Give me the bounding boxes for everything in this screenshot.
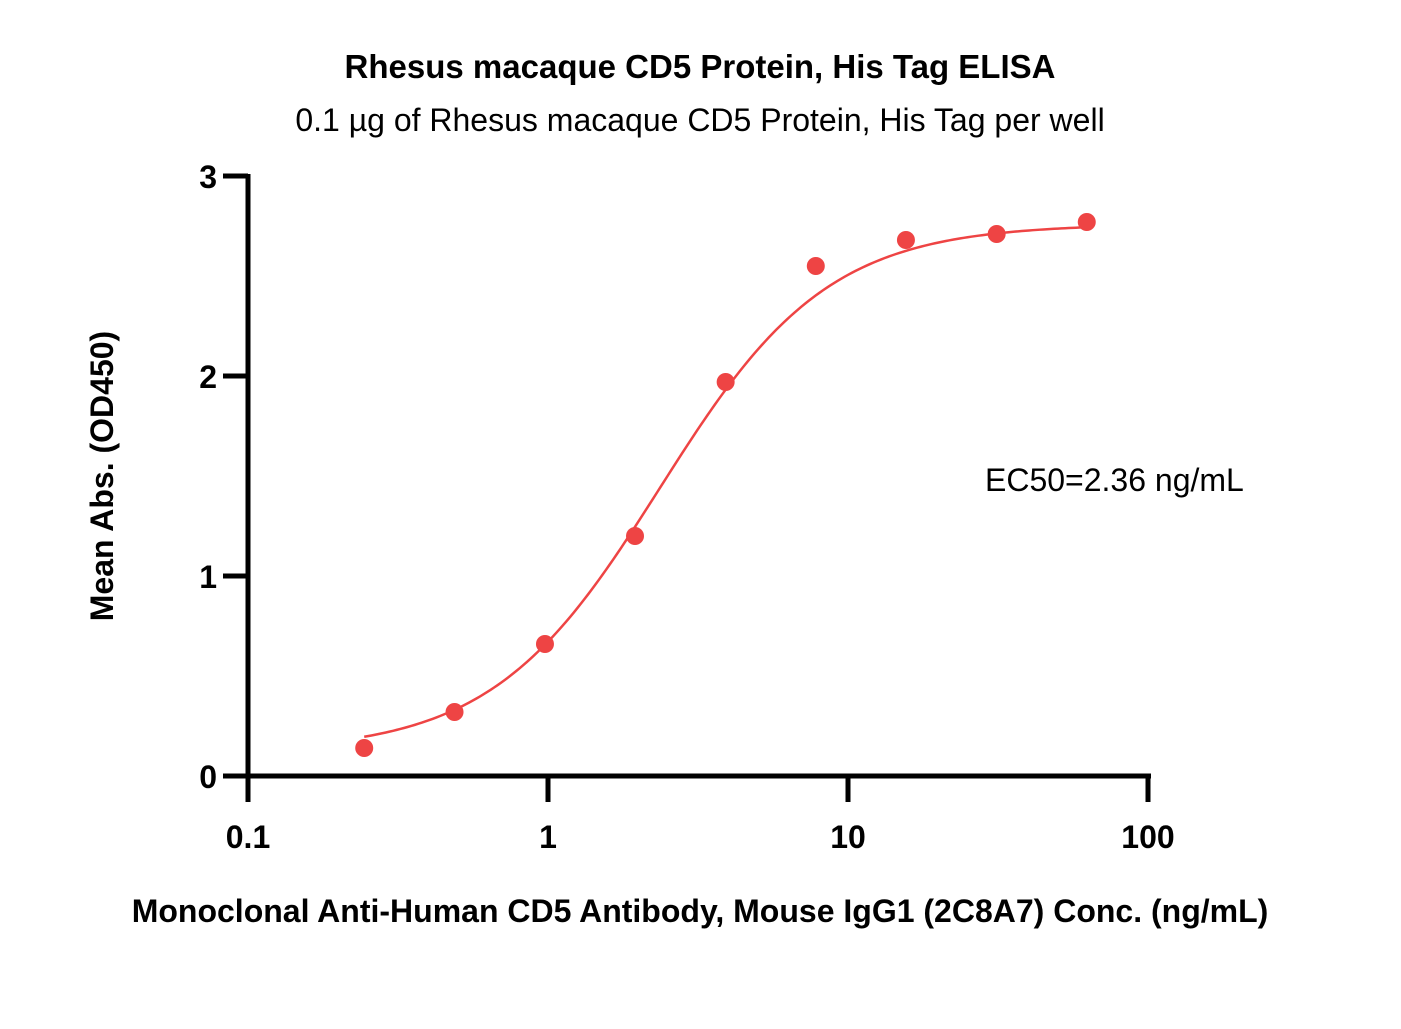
x-axis-ticks: 0.1 1 10 100: [226, 776, 1175, 855]
x-axis-label: Monoclonal Anti-Human CD5 Antibody, Mous…: [132, 893, 1269, 929]
fit-curve: [363, 226, 1087, 739]
data-point: [626, 527, 645, 545]
y-axis-label: Mean Abs. (OD450): [84, 331, 120, 621]
chart-title: Rhesus macaque CD5 Protein, His Tag ELIS…: [345, 48, 1056, 85]
y-tick-label: 3: [199, 159, 217, 195]
data-point: [896, 231, 915, 249]
x-tick-label: 0.1: [226, 819, 270, 855]
x-tick-label: 1: [539, 819, 557, 855]
data-point: [355, 739, 374, 757]
chart-subtitle: 0.1 µg of Rhesus macaque CD5 Protein, Hi…: [295, 102, 1104, 138]
data-point: [716, 373, 735, 391]
y-tick-label: 2: [199, 359, 217, 395]
data-points: [355, 213, 1096, 757]
data-point: [806, 257, 825, 275]
data-point: [445, 703, 464, 721]
y-tick-label: 0: [199, 759, 217, 795]
x-tick-label: 10: [830, 819, 866, 855]
y-tick-label: 1: [199, 559, 217, 595]
y-axis-ticks: 0 1 2 3: [199, 159, 248, 795]
x-tick-label: 100: [1121, 819, 1174, 855]
data-point: [1077, 213, 1096, 231]
data-point: [987, 225, 1006, 243]
ec50-annotation: EC50=2.36 ng/mL: [985, 462, 1244, 498]
data-point: [535, 635, 554, 653]
